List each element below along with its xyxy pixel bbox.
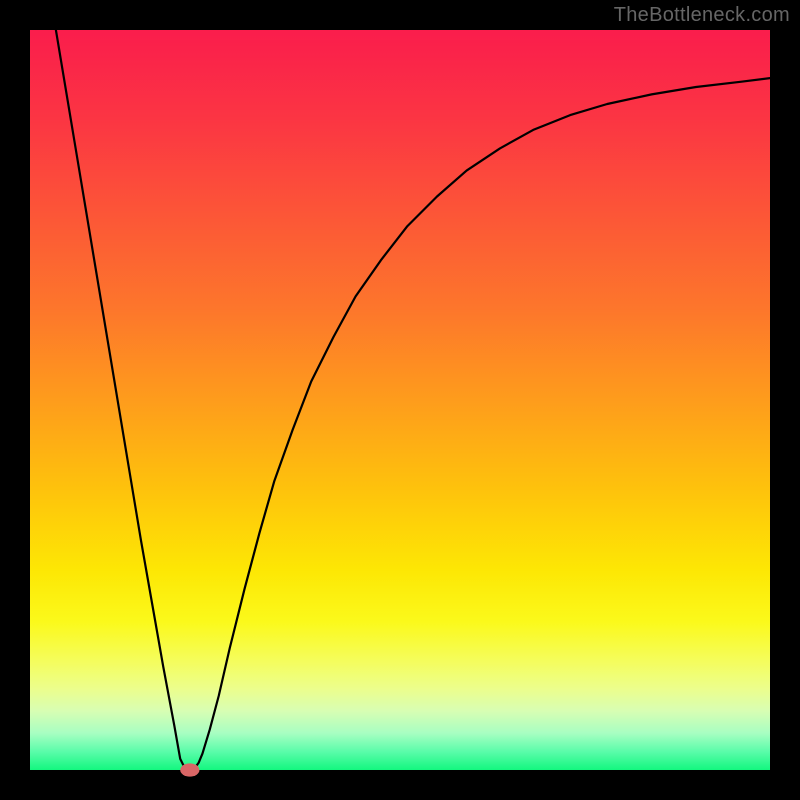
chart-container: TheBottleneck.com [0,0,800,800]
watermark-text: TheBottleneck.com [614,4,790,27]
chart-marker [180,763,199,776]
chart-svg [0,0,800,800]
chart-background [30,30,770,770]
